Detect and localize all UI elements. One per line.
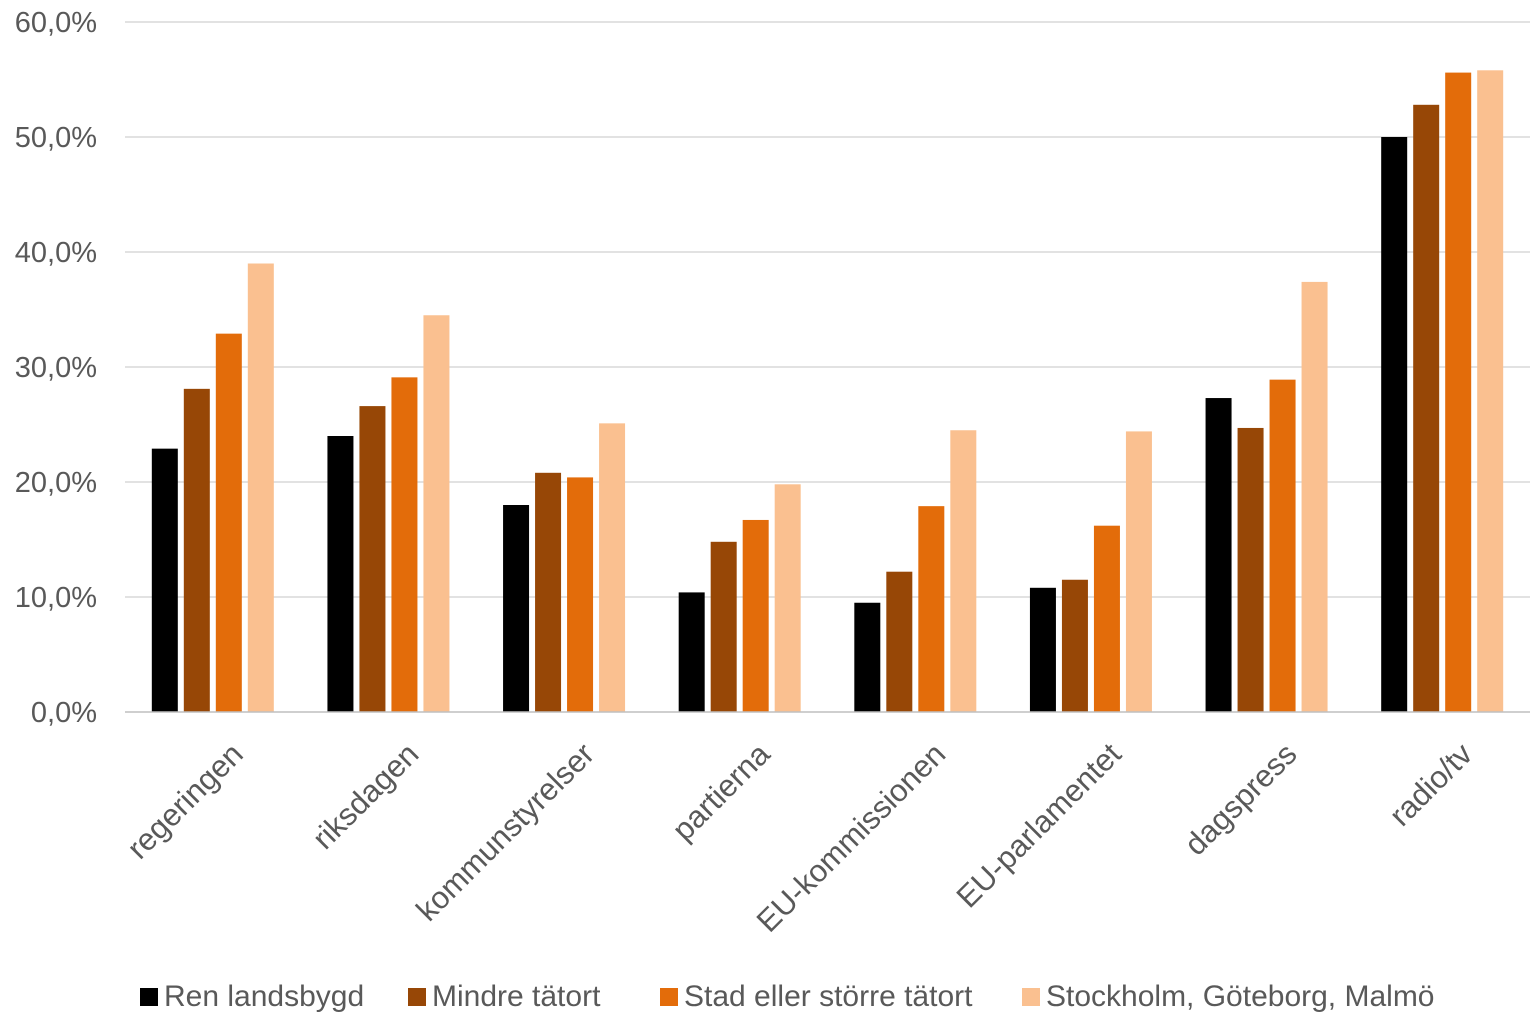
x-tick-label: regeringen [120,736,250,866]
bar-dagspress-series-3 [1269,379,1296,712]
legend-swatch [660,988,678,1006]
bar-dagspress-series-4 [1301,281,1328,712]
y-tick-label: 40,0% [15,237,97,269]
y-tick-label: 30,0% [15,352,97,384]
legend-label: Ren landsbygd [164,980,364,1013]
bar-eu-kommissionen-series-4 [950,430,977,712]
bar-partierna-series-3 [742,519,769,712]
legend-label: Stad eller större tätort [684,980,973,1013]
legend-label: Mindre tätort [432,980,601,1013]
x-tick-label: dagspress [1178,736,1304,862]
bar-riksdagen-series-3 [391,377,418,712]
x-tick-label: EU-parlamentet [950,736,1129,915]
bar-radio-tv-series-1 [1381,137,1408,712]
y-tick-label: 0,0% [31,697,97,729]
bar-kommunstyrelser-series-3 [567,477,594,712]
y-tick-label: 10,0% [15,582,97,614]
bar-riksdagen-series-1 [327,436,354,712]
bar-partierna-series-2 [710,541,737,712]
bar-eu-parlamentet-series-2 [1061,579,1088,712]
legend-label: Stockholm, Göteborg, Malmö [1046,980,1435,1013]
bar-regeringen-series-4 [247,263,274,712]
bar-eu-parlamentet-series-4 [1125,431,1152,712]
bar-regeringen-series-1 [151,448,178,712]
bars [151,70,1504,713]
bar-eu-parlamentet-series-1 [1029,587,1056,712]
legend-item: Ren landsbygd [140,980,364,1013]
bar-regeringen-series-3 [215,333,242,712]
y-axis-ticks: 0,0% 10,0% 20,0% 30,0% 40,0% 50,0% 60,0% [15,7,97,729]
x-tick-label: kommunstyrelser [409,736,601,928]
legend-item: Stockholm, Göteborg, Malmö [1022,980,1435,1013]
bar-partierna-series-4 [774,484,801,712]
bar-eu-parlamentet-series-3 [1093,525,1120,712]
bar-riksdagen-series-4 [423,315,450,712]
bar-eu-kommissionen-series-3 [918,506,945,712]
legend-swatch [408,988,426,1006]
legend: Ren landsbygd Mindre tätort Stad eller stö… [140,980,1435,1013]
bar-dagspress-series-1 [1205,398,1232,712]
x-tick-label: riksdagen [306,736,426,856]
bar-regeringen-series-2 [183,388,210,712]
gridlines [125,21,1530,598]
y-tick-label: 20,0% [15,467,97,499]
bar-riksdagen-series-2 [359,406,386,712]
bar-eu-kommissionen-series-2 [886,571,913,712]
y-tick-label: 50,0% [15,122,97,154]
legend-swatch [140,988,158,1006]
legend-item: Stad eller större tätort [660,980,973,1013]
y-tick-label: 60,0% [15,7,97,39]
bar-kommunstyrelser-series-1 [503,505,530,712]
bar-radio-tv-series-3 [1445,72,1472,713]
bar-kommunstyrelser-series-2 [535,472,562,712]
bar-radio-tv-series-4 [1477,70,1504,713]
bar-eu-kommissionen-series-1 [854,602,881,712]
x-tick-label: radio/tv [1382,736,1479,833]
legend-swatch [1022,988,1040,1006]
bar-radio-tv-series-2 [1413,104,1440,713]
legend-item: Mindre tätort [408,980,601,1013]
bar-dagspress-series-2 [1237,427,1264,712]
x-tick-label: partierna [665,736,777,848]
x-tick-label: EU-kommissionen [750,736,953,939]
bar-partierna-series-1 [678,592,705,712]
bar-kommunstyrelser-series-4 [599,423,626,712]
